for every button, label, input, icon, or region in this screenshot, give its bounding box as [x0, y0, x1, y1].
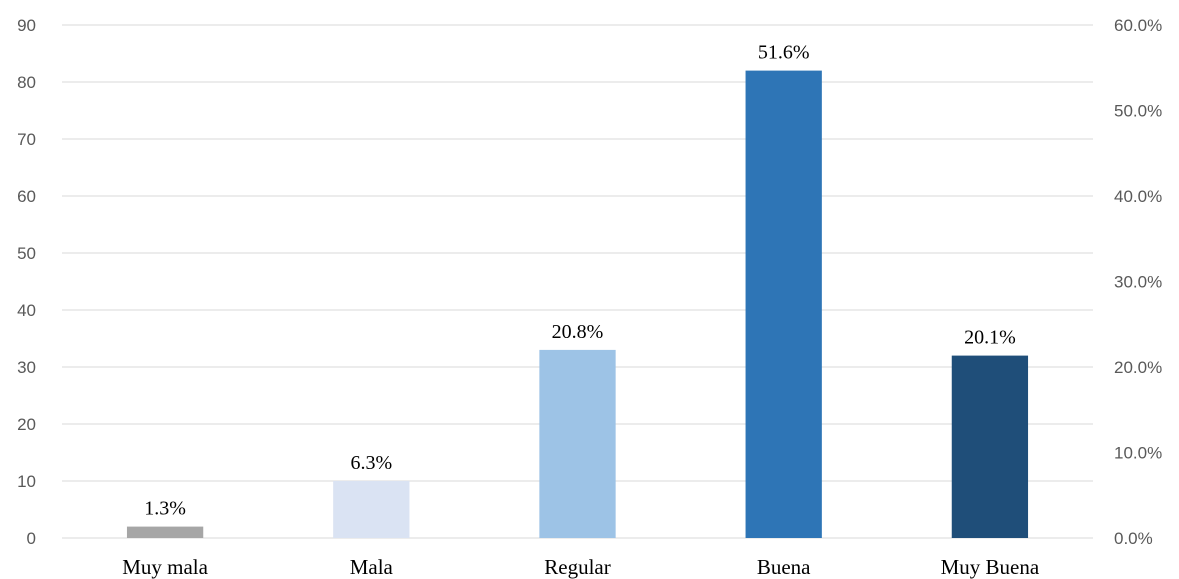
x-tick-label: Mala [350, 555, 394, 579]
bar [539, 349, 616, 538]
y2-tick-label: 20.0% [1114, 358, 1162, 377]
category-axis: Muy mala Mala Regular Buena Muy Buena [122, 555, 1040, 579]
y-tick-label: 50 [17, 244, 36, 263]
left-axis: 0 10 20 30 40 50 60 70 80 90 [17, 16, 36, 548]
y-tick-label: 40 [17, 301, 36, 320]
bar [745, 70, 822, 538]
y2-tick-label: 0.0% [1114, 529, 1153, 548]
data-labels: 1.3% 6.3% 20.8% 51.6% 20.1% [144, 42, 1015, 520]
bars [126, 70, 1029, 538]
data-label: 1.3% [144, 498, 186, 520]
bar [126, 526, 204, 538]
data-label: 20.1% [964, 327, 1016, 349]
right-axis: 0.0% 10.0% 20.0% 30.0% 40.0% 50.0% 60.0% [1114, 16, 1162, 548]
x-tick-label: Muy mala [122, 555, 208, 579]
y2-tick-label: 30.0% [1114, 273, 1162, 292]
y-tick-label: 80 [17, 73, 36, 92]
x-tick-label: Regular [544, 555, 610, 579]
x-tick-label: Muy Buena [941, 555, 1040, 579]
y-tick-label: 70 [17, 130, 36, 149]
y2-tick-label: 40.0% [1114, 187, 1162, 206]
x-tick-label: Buena [757, 555, 811, 579]
y-tick-label: 90 [17, 16, 36, 35]
y-tick-label: 0 [27, 529, 36, 548]
bar [951, 355, 1029, 538]
bar [333, 481, 410, 538]
y-tick-label: 30 [17, 358, 36, 377]
gridlines [62, 24, 1093, 539]
y-tick-label: 20 [17, 415, 36, 434]
y-tick-label: 60 [17, 187, 36, 206]
y-tick-label: 10 [17, 472, 36, 491]
y2-tick-label: 50.0% [1114, 102, 1162, 121]
data-label: 51.6% [758, 42, 810, 64]
data-label: 20.8% [552, 321, 604, 343]
data-label: 6.3% [350, 452, 392, 474]
y2-tick-label: 10.0% [1114, 444, 1162, 463]
y2-tick-label: 60.0% [1114, 16, 1162, 35]
